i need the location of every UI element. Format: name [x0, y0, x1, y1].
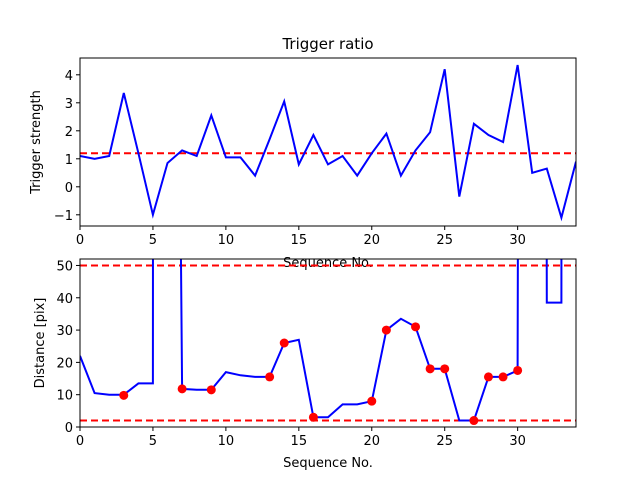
x-axis-ticks: 0 5 10 15 20 25 30 — [76, 226, 526, 248]
x-axis-ticks: 0 5 10 15 20 25 30 — [76, 427, 526, 449]
x-tick-label: 15 — [291, 233, 308, 248]
y-axis-label: Distance [pix] — [33, 298, 48, 389]
y-tick-label: 50 — [56, 259, 73, 274]
y-tick-label: 20 — [56, 356, 73, 371]
marker-point — [279, 338, 289, 348]
marker-point — [469, 416, 479, 426]
y-tick-label: 0 — [65, 421, 73, 436]
marker-points — [119, 322, 523, 426]
y-tick-label: 30 — [56, 324, 73, 339]
y-tick-label: 0 — [65, 181, 73, 196]
x-tick-label: 10 — [218, 434, 235, 449]
chart-title: Trigger ratio — [281, 35, 373, 53]
y-tick-label: 4 — [65, 69, 73, 84]
marker-point — [177, 384, 187, 394]
marker-point — [206, 385, 216, 395]
y-axis-ticks: 0 10 20 30 40 50 — [56, 259, 80, 436]
x-tick-label: 30 — [509, 233, 526, 248]
x-tick-label: 5 — [149, 434, 157, 449]
distance-subplot: 0 5 10 15 20 25 30 0 10 20 30 40 50 Sequence No. Di… — [33, 258, 577, 471]
marker-point — [119, 390, 129, 400]
marker-point — [513, 365, 523, 375]
series-line — [80, 64, 576, 222]
x-tick-label: 15 — [291, 434, 308, 449]
y-axis-ticks: −1 0 1 2 3 4 — [54, 69, 80, 224]
marker-point — [381, 325, 391, 335]
y-tick-label: 2 — [65, 125, 73, 140]
marker-point — [483, 372, 493, 382]
x-tick-label: 0 — [76, 233, 84, 248]
x-tick-label: 20 — [363, 233, 380, 248]
y-tick-label: 40 — [56, 292, 73, 307]
marker-point — [498, 372, 508, 382]
marker-point — [367, 396, 377, 406]
y-axis-label: Trigger strength — [29, 90, 44, 195]
marker-point — [308, 412, 318, 422]
y-tick-label: 1 — [65, 153, 73, 168]
x-tick-label: 0 — [76, 434, 84, 449]
x-tick-label: 30 — [509, 434, 526, 449]
y-tick-label: 3 — [65, 97, 73, 112]
x-axis-label: Sequence No. — [283, 256, 373, 271]
x-tick-label: 5 — [149, 233, 157, 248]
y-tick-label: −1 — [54, 209, 73, 224]
x-tick-label: 20 — [363, 434, 380, 449]
marker-point — [440, 364, 450, 374]
x-tick-label: 25 — [436, 434, 453, 449]
marker-point — [265, 372, 275, 382]
x-tick-label: 10 — [218, 233, 235, 248]
x-tick-label: 25 — [436, 233, 453, 248]
plot-area-frame — [79, 57, 577, 227]
marker-point — [411, 322, 421, 332]
x-axis-label: Sequence No. — [283, 456, 373, 471]
marker-point — [425, 364, 435, 374]
plot-area-frame — [79, 258, 577, 428]
y-tick-label: 10 — [56, 389, 73, 404]
